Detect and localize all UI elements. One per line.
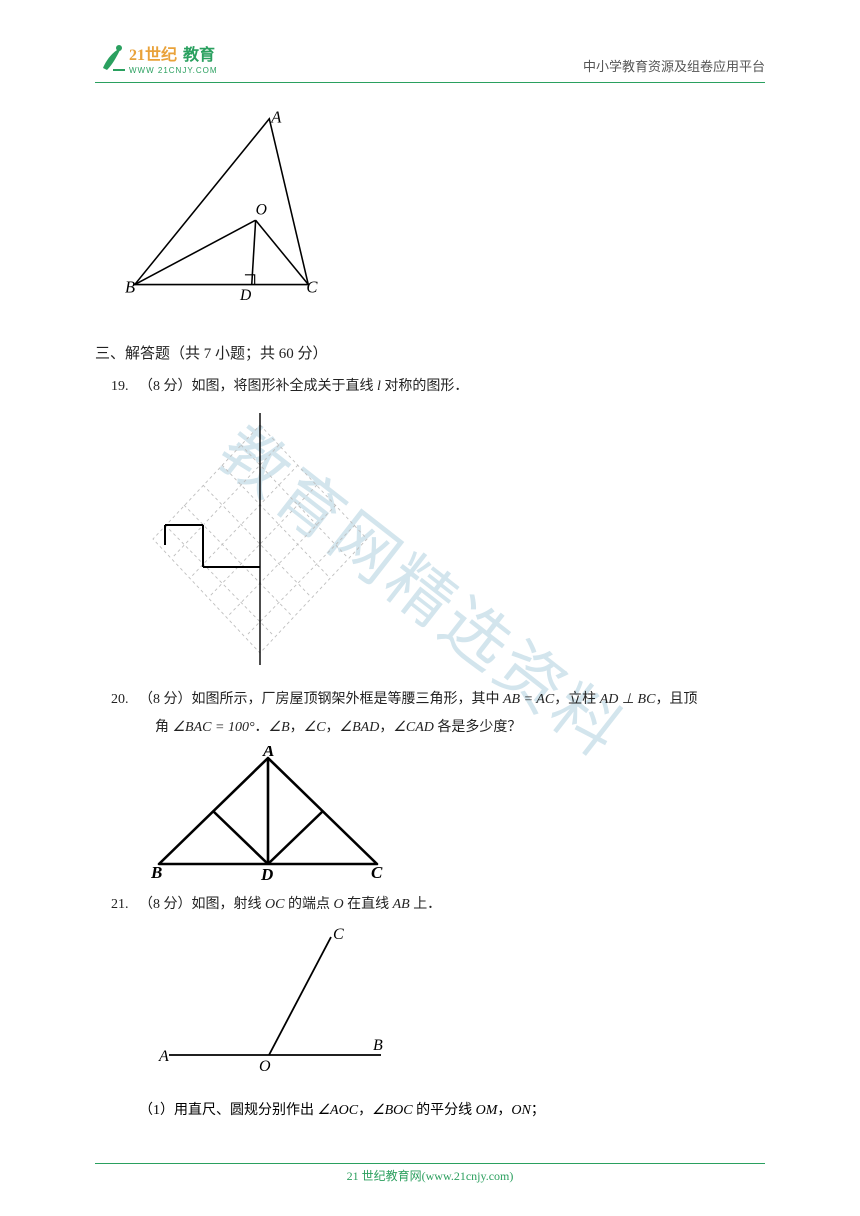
q20-eq6: ∠BAD — [340, 720, 380, 735]
q20-points: （8 分） — [139, 692, 192, 707]
logo-icon: 21世纪 教育 WWW 21CNJY.COM — [95, 40, 245, 78]
figure-q20: A B C D — [151, 746, 765, 881]
q21-sub1: （1）用直尺、圆规分别作出 ∠AOC，∠BOC 的平分线 OM，ON； — [139, 1097, 765, 1125]
q20-eq4: ∠B — [269, 720, 290, 735]
q20-eq1: AB = AC — [503, 692, 554, 707]
q20-eq2: AD ⊥ BC — [600, 692, 656, 707]
logo-text-primary: 21世纪 — [129, 45, 177, 64]
header-rule — [95, 82, 765, 83]
q20-eq3: ∠BAC = 100° — [173, 720, 255, 735]
logo-text-primary2: 教育 — [183, 45, 215, 64]
q20-eq5: ∠C — [304, 720, 326, 735]
q21-ab: AB — [393, 897, 410, 912]
q21-text-d: 上． — [410, 897, 442, 912]
figure-q21: A B C O — [151, 925, 765, 1085]
q21-text-b: 的端点 — [284, 897, 333, 912]
q19-text-b: 对称的图形． — [381, 379, 469, 394]
q21-s1e: ； — [531, 1103, 545, 1118]
q21-points: （8 分） — [139, 897, 192, 912]
q21-o: O — [333, 897, 343, 912]
q20-text-c: ，且顶 — [655, 692, 697, 707]
figure-q18: A B C O D — [125, 111, 765, 306]
question-21: 21.（8 分）如图，射线 OC 的端点 O 在直线 AB 上． — [111, 891, 765, 919]
header: 21世纪 教育 WWW 21CNJY.COM 中小学教育资源及组卷应用平台 — [95, 40, 765, 78]
q21-num: 21. — [111, 891, 139, 919]
q21-s1a: （1）用直尺、圆规分别作出 — [139, 1103, 318, 1118]
q20-l2b: ． — [255, 720, 269, 735]
svg-text:C: C — [333, 926, 344, 943]
svg-text:A: A — [262, 746, 274, 760]
q20-text-a: 如图所示，厂房屋顶钢架外框是等腰三角形，其中 — [192, 692, 504, 707]
svg-text:A: A — [270, 111, 282, 127]
footer-text: 21 世纪教育网(www.21cnjy.com) — [95, 1164, 765, 1184]
svg-text:C: C — [371, 863, 383, 881]
question-20: 20.（8 分）如图所示，厂房屋顶钢架外框是等腰三角形，其中 AB = AC，立… — [111, 686, 765, 742]
svg-text:D: D — [239, 287, 252, 304]
q21-s1e2: ∠BOC — [372, 1103, 413, 1118]
q20-l2d: ， — [326, 720, 340, 735]
q20-line2: 角 ∠BAC = 100°．∠B，∠C，∠BAD，∠CAD 各是多少度？ — [155, 714, 765, 742]
header-right-text: 中小学教育资源及组卷应用平台 — [583, 56, 765, 78]
q21-s1c: 的平分线 — [413, 1103, 476, 1118]
svg-text:B: B — [125, 277, 135, 296]
svg-text:B: B — [151, 863, 162, 881]
q21-text-a: 如图，射线 — [192, 897, 266, 912]
figure-q19 — [145, 407, 765, 672]
q21-s1e3: OM — [476, 1103, 498, 1118]
roof-truss-icon: A B C D — [151, 746, 386, 881]
logo-text-url: WWW 21CNJY.COM — [129, 66, 218, 75]
q19-num: 19. — [111, 373, 139, 401]
svg-text:O: O — [256, 201, 267, 218]
svg-text:B: B — [373, 1037, 383, 1054]
q21-oc: OC — [265, 897, 284, 912]
svg-text:O: O — [259, 1058, 271, 1075]
logo: 21世纪 教育 WWW 21CNJY.COM — [95, 40, 245, 78]
q21-s1d: ， — [497, 1103, 511, 1118]
q20-l2c: ， — [290, 720, 304, 735]
svg-text:D: D — [260, 865, 273, 881]
q20-num: 20. — [111, 686, 139, 714]
q21-text-c: 在直线 — [344, 897, 393, 912]
svg-text:C: C — [306, 277, 318, 296]
q21-s1e1: ∠AOC — [318, 1103, 359, 1118]
q19-points: （8 分） — [139, 379, 192, 394]
line-ray-icon: A B C O — [151, 925, 391, 1085]
q21-s1b: ， — [358, 1103, 372, 1118]
triangle-obd-icon: A B C O D — [125, 111, 320, 306]
q20-eq7: ∠CAD — [393, 720, 434, 735]
footer: 21 世纪教育网(www.21cnjy.com) — [95, 1153, 765, 1184]
svg-text:A: A — [158, 1048, 169, 1065]
q20-l2e: ， — [379, 720, 393, 735]
q20-l2a: 角 — [155, 720, 173, 735]
q19-text-a: 如图，将图形补全成关于直线 — [192, 379, 378, 394]
q21-s1e4: ON — [511, 1103, 530, 1118]
grid-diamond-icon — [145, 407, 375, 672]
page: 21世纪 教育 WWW 21CNJY.COM 中小学教育资源及组卷应用平台 A … — [0, 0, 860, 1125]
section-title: 三、解答题（共 7 小题；共 60 分） — [95, 342, 765, 363]
q20-l2f: 各是多少度？ — [434, 720, 522, 735]
q20-text-b: ，立柱 — [554, 692, 600, 707]
question-19: 19.（8 分）如图，将图形补全成关于直线 l 对称的图形． — [111, 373, 765, 401]
